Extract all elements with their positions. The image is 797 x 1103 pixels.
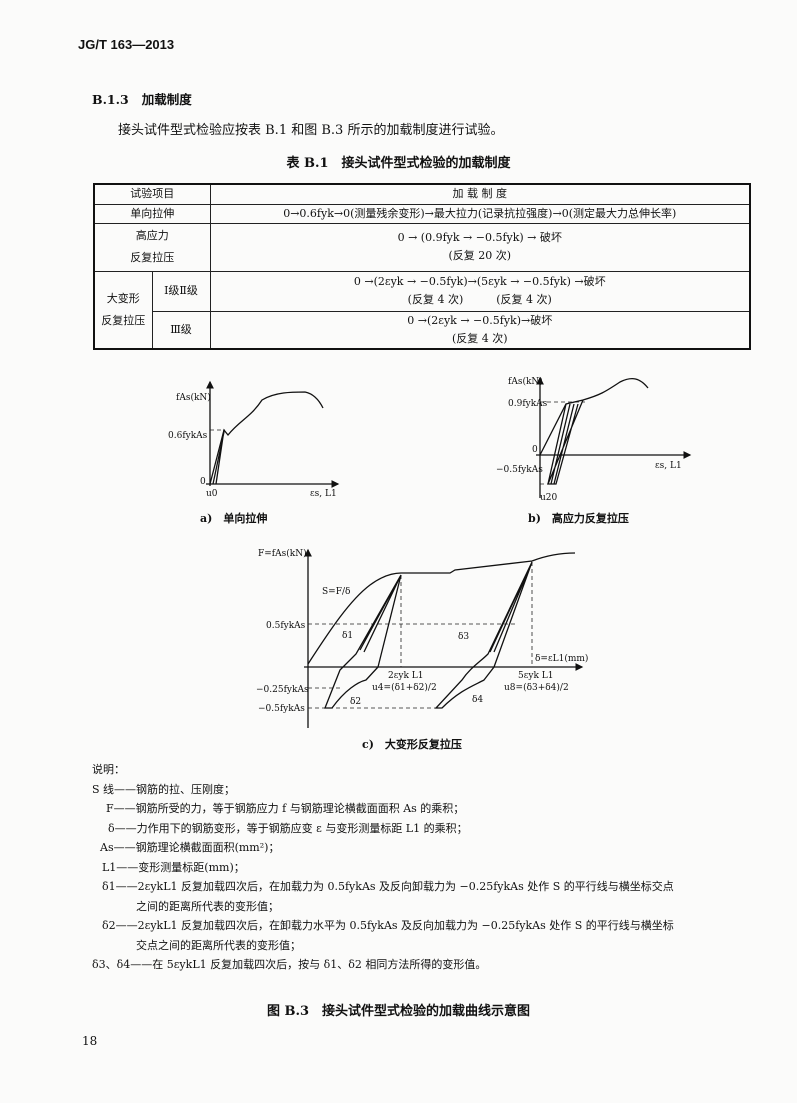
cell-line: 反复拉压 [101, 313, 146, 327]
y-label: fAs(kN) [176, 392, 211, 403]
cell-line: 反复拉压 [130, 251, 175, 264]
cell-line: (反复 4 次) (反复 4 次) [407, 293, 552, 306]
figure-a-uniaxial-tension: fAs(kN) 0.6fykAs 0 u0 εs, L1 a) 单向拉伸 [168, 380, 340, 525]
x-tick: u20 [540, 493, 558, 503]
delta2-label: δ2 [350, 697, 361, 707]
origin-label: 0 [532, 445, 538, 455]
note-item: S 线——钢筋的拉、压刚度； [92, 782, 236, 796]
cell-line: 0 →(2εyk → −0.5fyk)→(5εyk → −0.5fyk) →破坏 [353, 275, 606, 288]
note-item: 之间的距离所代表的变形值； [136, 899, 279, 913]
note-item: As——钢筋理论横截面面积(mm²)； [100, 841, 280, 854]
note-item: δ3、δ4——在 5εykL1 反复加载四次后，按与 δ1、δ2 相同方法所得的… [92, 958, 487, 971]
note-item: 交点之间的距离所代表的变形值； [136, 938, 301, 952]
figure-a-caption: a) 单向拉伸 [200, 511, 267, 525]
section-number: B.1.3 [92, 92, 129, 107]
figure-c-caption: c) 大变形反复拉压 [362, 737, 462, 751]
figure-b-caption: b) 高应力反复拉压 [528, 511, 629, 525]
item-cell: 单向拉伸 [93, 203, 211, 224]
group-cell: 大变形 反复拉压 [93, 270, 153, 349]
y-label: fAs(kN) [508, 376, 543, 387]
x-tick: u0 [206, 489, 218, 499]
section-title: 加载制度 [141, 92, 192, 107]
y-tick-top: 0.9fykAs [508, 399, 548, 409]
y-tick: −0.25fykAs [256, 685, 309, 695]
figure-c-large-deformation-cyclic: F=fAs(kN) S=F/δ 0.5fykAs −0.25fykAs −0.5… [256, 548, 588, 751]
note-item: L1——变形测量标距(mm)； [102, 860, 245, 874]
section-heading: B.1.3 加载制度 [92, 89, 192, 108]
cell-line: (反复 4 次) [451, 331, 508, 345]
first-hysteresis-loop [324, 574, 402, 709]
note-item: F——钢筋所受的力，等于钢筋应力 f 与钢筋理论横截面面积 As 的乘积； [106, 802, 465, 815]
schedule-cell: 0 →(2εyk → −0.5fyk)→破坏 (反复 4 次) [209, 310, 751, 349]
cell-line: 0 →(2εyk → −0.5fyk)→破坏 [407, 313, 553, 327]
table-caption: 表 B.1 接头试件型式检验的加载制度 [286, 156, 511, 171]
standard-number: JG/T 163—2013 [78, 37, 175, 52]
note-item: δ——力作用下的钢筋变形，等于钢筋应变 ε 与变形测量标距 L1 的乘积； [108, 821, 468, 835]
s-line-label: S=F/δ [322, 587, 350, 597]
loading-schedule-table: 试验项目 加 载 制 度 单向拉伸 0→0.6fyk→0(测量残余变形)→最大拉… [93, 183, 751, 350]
notes: 说明： S 线——钢筋的拉、压刚度； F——钢筋所受的力，等于钢筋应力 f 与钢… [92, 760, 674, 975]
x-tick: 2εyk L1 [388, 671, 424, 681]
header-cell: 试验项目 [93, 183, 211, 205]
sub-item-cell: Ⅰ级Ⅱ级 [151, 270, 211, 312]
schedule-cell: 0 →(2εyk → −0.5fyk)→(5εyk → −0.5fyk) →破坏… [209, 270, 751, 312]
x-label: εs, L1 [310, 489, 337, 499]
hysteresis-loops [547, 399, 584, 485]
load-curve [209, 391, 324, 485]
u8-label: u8=(δ3+δ4)/2 [504, 682, 569, 693]
note-item: δ2——2εykL1 反复加载四次后，在卸载力水平为 0.5fykAs 及反向加… [102, 919, 674, 932]
y-tick: 0.5fykAs [266, 621, 306, 631]
u4-label: u4=(δ1+δ2)/2 [372, 682, 437, 693]
figure-caption: 图 B.3 接头试件型式检验的加载曲线示意图 [266, 1004, 531, 1019]
page-number: 18 [82, 1034, 98, 1048]
delta3-label: δ3 [458, 632, 469, 642]
schedule-cell: 0 → (0.9fyk → −0.5fyk) → 破坏 (反复 20 次) [209, 222, 751, 272]
y-tick: 0.6fykAs [168, 431, 208, 441]
y-tick: −0.5fykAs [258, 704, 305, 714]
y-label: F=fAs(kN) [258, 548, 307, 559]
table-row: Ⅲ级 0 →(2εyk → −0.5fyk)→破坏 (反复 4 次) [94, 310, 751, 349]
unload-curve [212, 429, 225, 485]
cell-line: (反复 20 次) [448, 249, 512, 262]
load-curve [539, 377, 649, 456]
envelope-curve [307, 552, 576, 665]
delta1-label: δ1 [342, 631, 353, 641]
note-item: δ1——2εykL1 反复加载四次后，在加载力为 0.5fykAs 及反向卸载力… [102, 880, 674, 893]
notes-title: 说明： [92, 763, 125, 776]
cell-line: 0 → (0.9fyk → −0.5fyk) → 破坏 [397, 231, 562, 244]
cell-line: 大变形 [106, 291, 140, 305]
origin-label: 0 [200, 477, 206, 487]
delta4-label: δ4 [472, 695, 483, 705]
table-row: 大变形反复拉压 Ⅰ级Ⅱ级 0 →(2εyk → −0.5fyk)→(5εyk →… [93, 270, 751, 349]
cell-line: 高应力 [135, 229, 169, 242]
table-header-row: 试验项目 加 载 制 度 [93, 183, 751, 205]
table-row: 高应力反复拉压 0 → (0.9fyk → −0.5fyk) → 破坏 (反复 2… [93, 222, 751, 272]
x-label: εs, L1 [655, 461, 682, 471]
y-tick-bottom: −0.5fykAs [496, 465, 543, 475]
x-label: δ=εL1(mm) [535, 653, 588, 664]
body-paragraph: 接头试件型式检验应按表 B.1 和图 B.3 所示的加载制度进行试验。 [118, 123, 504, 138]
second-hysteresis-loop [434, 561, 533, 709]
x-tick: 5εyk L1 [518, 671, 554, 681]
figure-b-high-stress-cyclic: fAs(kN) 0.9fykAs 0 −0.5fykAs u20 εs, L1 … [496, 376, 692, 525]
